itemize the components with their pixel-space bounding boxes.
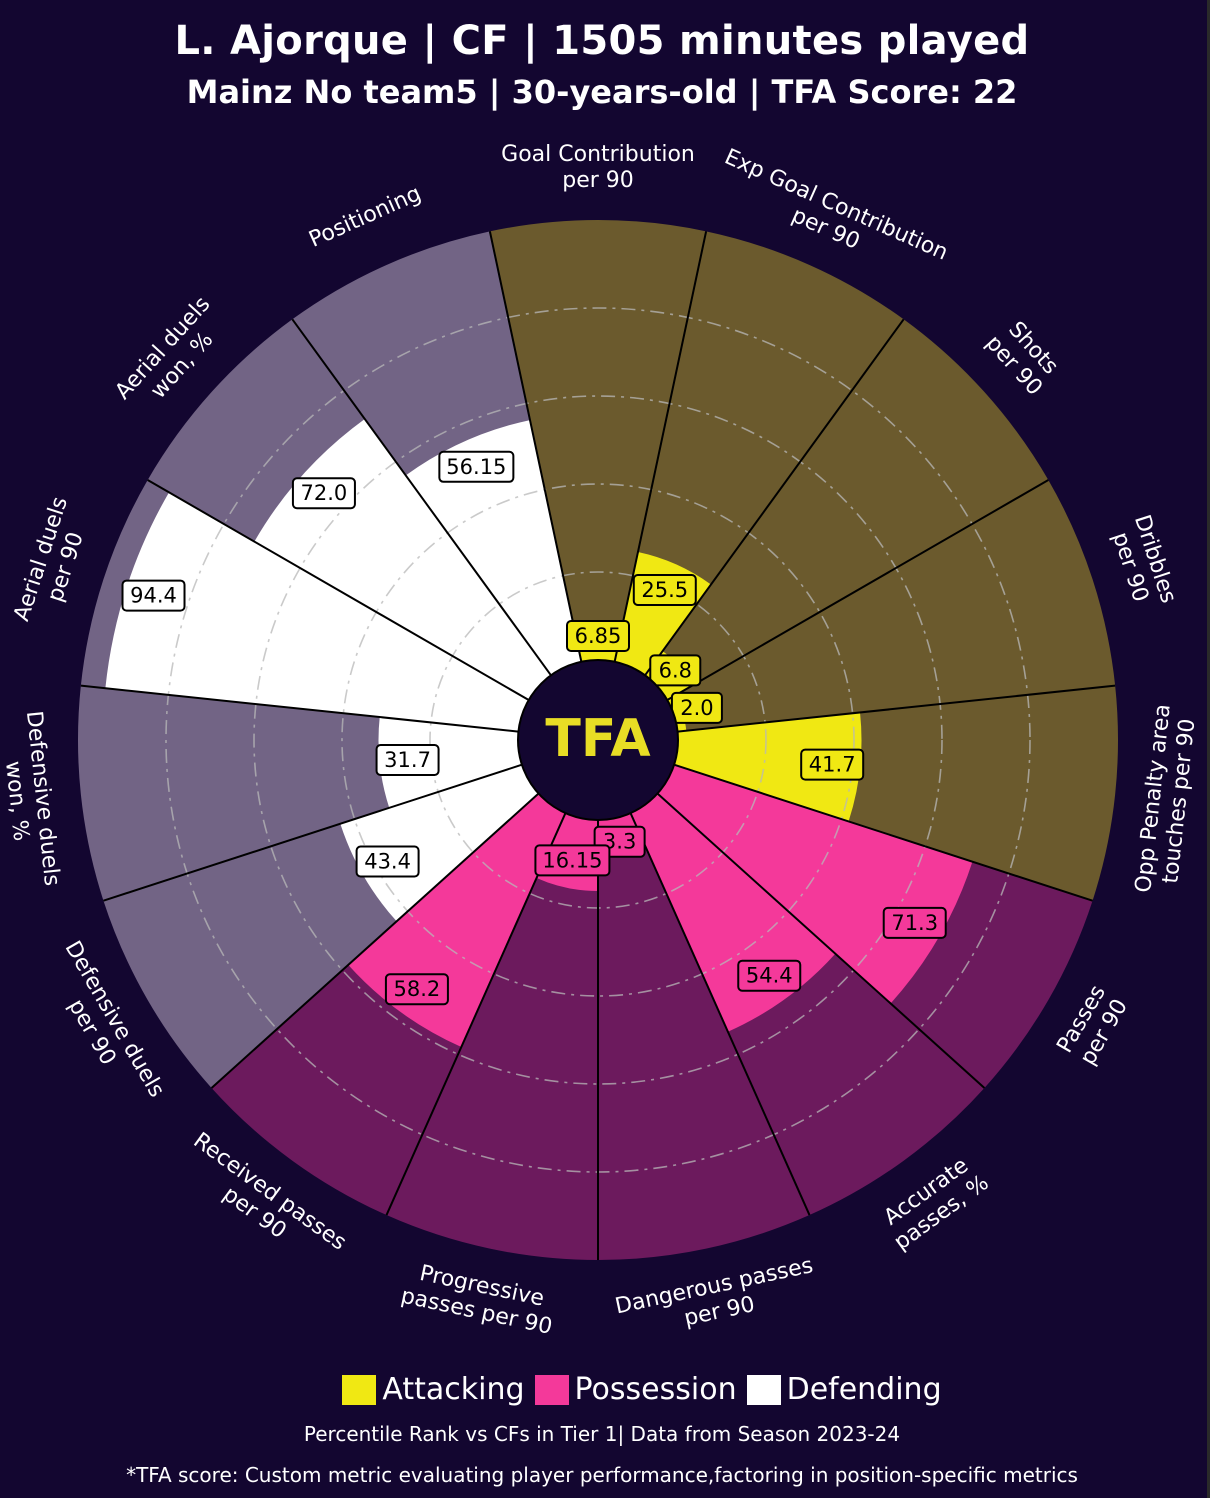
value-label: 71.3 <box>891 911 938 935</box>
value-label: 56.15 <box>446 455 506 479</box>
legend-swatch-possession <box>534 1375 569 1405</box>
value-label: 25.5 <box>641 578 688 602</box>
value-label: 41.7 <box>809 753 856 777</box>
tfa-logo: TFA <box>545 709 650 769</box>
slice-separator <box>103 763 523 902</box>
slice-separator <box>673 763 1093 902</box>
slice-separator <box>656 792 986 1089</box>
value-label-box <box>534 844 611 877</box>
value-label-box <box>121 579 186 612</box>
slice-separator <box>644 318 905 676</box>
legend-item-attacking: Attacking <box>342 1370 525 1410</box>
slice-value <box>657 764 973 1004</box>
parameter-label: Positioning <box>305 181 425 253</box>
slice-separator <box>210 792 540 1089</box>
slice-separator <box>291 318 552 676</box>
value-label-box <box>632 573 697 606</box>
value-label-box <box>882 906 947 939</box>
legend: Attacking Possession Defending <box>0 1370 1210 1410</box>
value-label-box <box>737 959 802 992</box>
slice-value <box>105 492 529 732</box>
slice-background <box>598 813 810 1260</box>
slice-separator <box>80 684 519 733</box>
slice-separator <box>385 812 567 1216</box>
value-label: 6.8 <box>659 658 692 682</box>
slice-background <box>386 813 598 1260</box>
footnote-tfa-score: *TFA score: Custom metric evaluating pla… <box>126 1463 1078 1487</box>
parameter-label-line: Positioning <box>305 181 425 253</box>
slice-value <box>378 717 522 808</box>
slice-background <box>667 480 1116 732</box>
value-label-box <box>566 620 630 652</box>
chart-title: L. Ajorque | CF | 1505 minutes played <box>174 18 1030 64</box>
grid-ring <box>341 483 855 997</box>
value-label: 58.2 <box>394 977 441 1001</box>
value-label-box <box>375 744 440 777</box>
value-label-box <box>291 477 356 510</box>
grid-ring <box>253 395 943 1085</box>
value-label: 6.85 <box>575 624 622 648</box>
slice-separator <box>677 684 1116 733</box>
slice-separator <box>613 231 708 662</box>
center-circle <box>517 659 679 821</box>
value-label: 2.0 <box>680 696 713 720</box>
value-label: 31.7 <box>384 748 431 772</box>
value-slices <box>105 418 973 1048</box>
center-logo: TFA <box>517 659 679 821</box>
slice-separator <box>488 231 583 662</box>
legend-item-possession: Possession <box>534 1370 737 1410</box>
value-label-box <box>649 654 702 687</box>
value-label: 54.4 <box>746 964 793 988</box>
slice-separator <box>629 812 811 1216</box>
value-label-box <box>355 845 420 878</box>
value-label: 72.0 <box>301 481 348 505</box>
value-label-box <box>384 973 449 1006</box>
window-edge <box>1207 0 1210 1498</box>
legend-swatch-defending <box>746 1375 781 1405</box>
value-labels: 6.8525.56.82.041.771.354.43.316.1558.243… <box>121 450 947 1006</box>
parameter-label-line: Goal Contribution <box>501 142 695 167</box>
value-label: 94.4 <box>130 584 177 608</box>
legend-label-attacking: Attacking <box>382 1372 525 1407</box>
slice-value <box>405 420 582 676</box>
slice-separators <box>80 231 1116 1260</box>
value-label-box <box>438 450 515 483</box>
value-label: 16.15 <box>542 848 602 872</box>
legend-item-defending: Defending <box>746 1370 942 1410</box>
value-label-box <box>800 748 865 781</box>
slice-background <box>489 220 707 662</box>
chart-subtitle: Mainz No team5 | 30-years-old | TFA Scor… <box>186 73 1018 111</box>
slice-value <box>674 712 862 822</box>
value-label: 43.4 <box>364 849 411 873</box>
legend-label-possession: Possession <box>574 1372 737 1407</box>
slice-separator <box>666 479 1049 701</box>
parameter-label-line: per 90 <box>562 168 634 193</box>
slice-background <box>614 231 904 676</box>
legend-swatch-attacking <box>342 1375 377 1405</box>
slice-value <box>340 764 539 922</box>
legend-label-defending: Defending <box>786 1372 942 1407</box>
slice-separator <box>147 479 530 701</box>
slice-background <box>645 319 1049 700</box>
footnote-data-source: Percentile Rank vs CFs in Tier 1| Data f… <box>303 1422 901 1446</box>
